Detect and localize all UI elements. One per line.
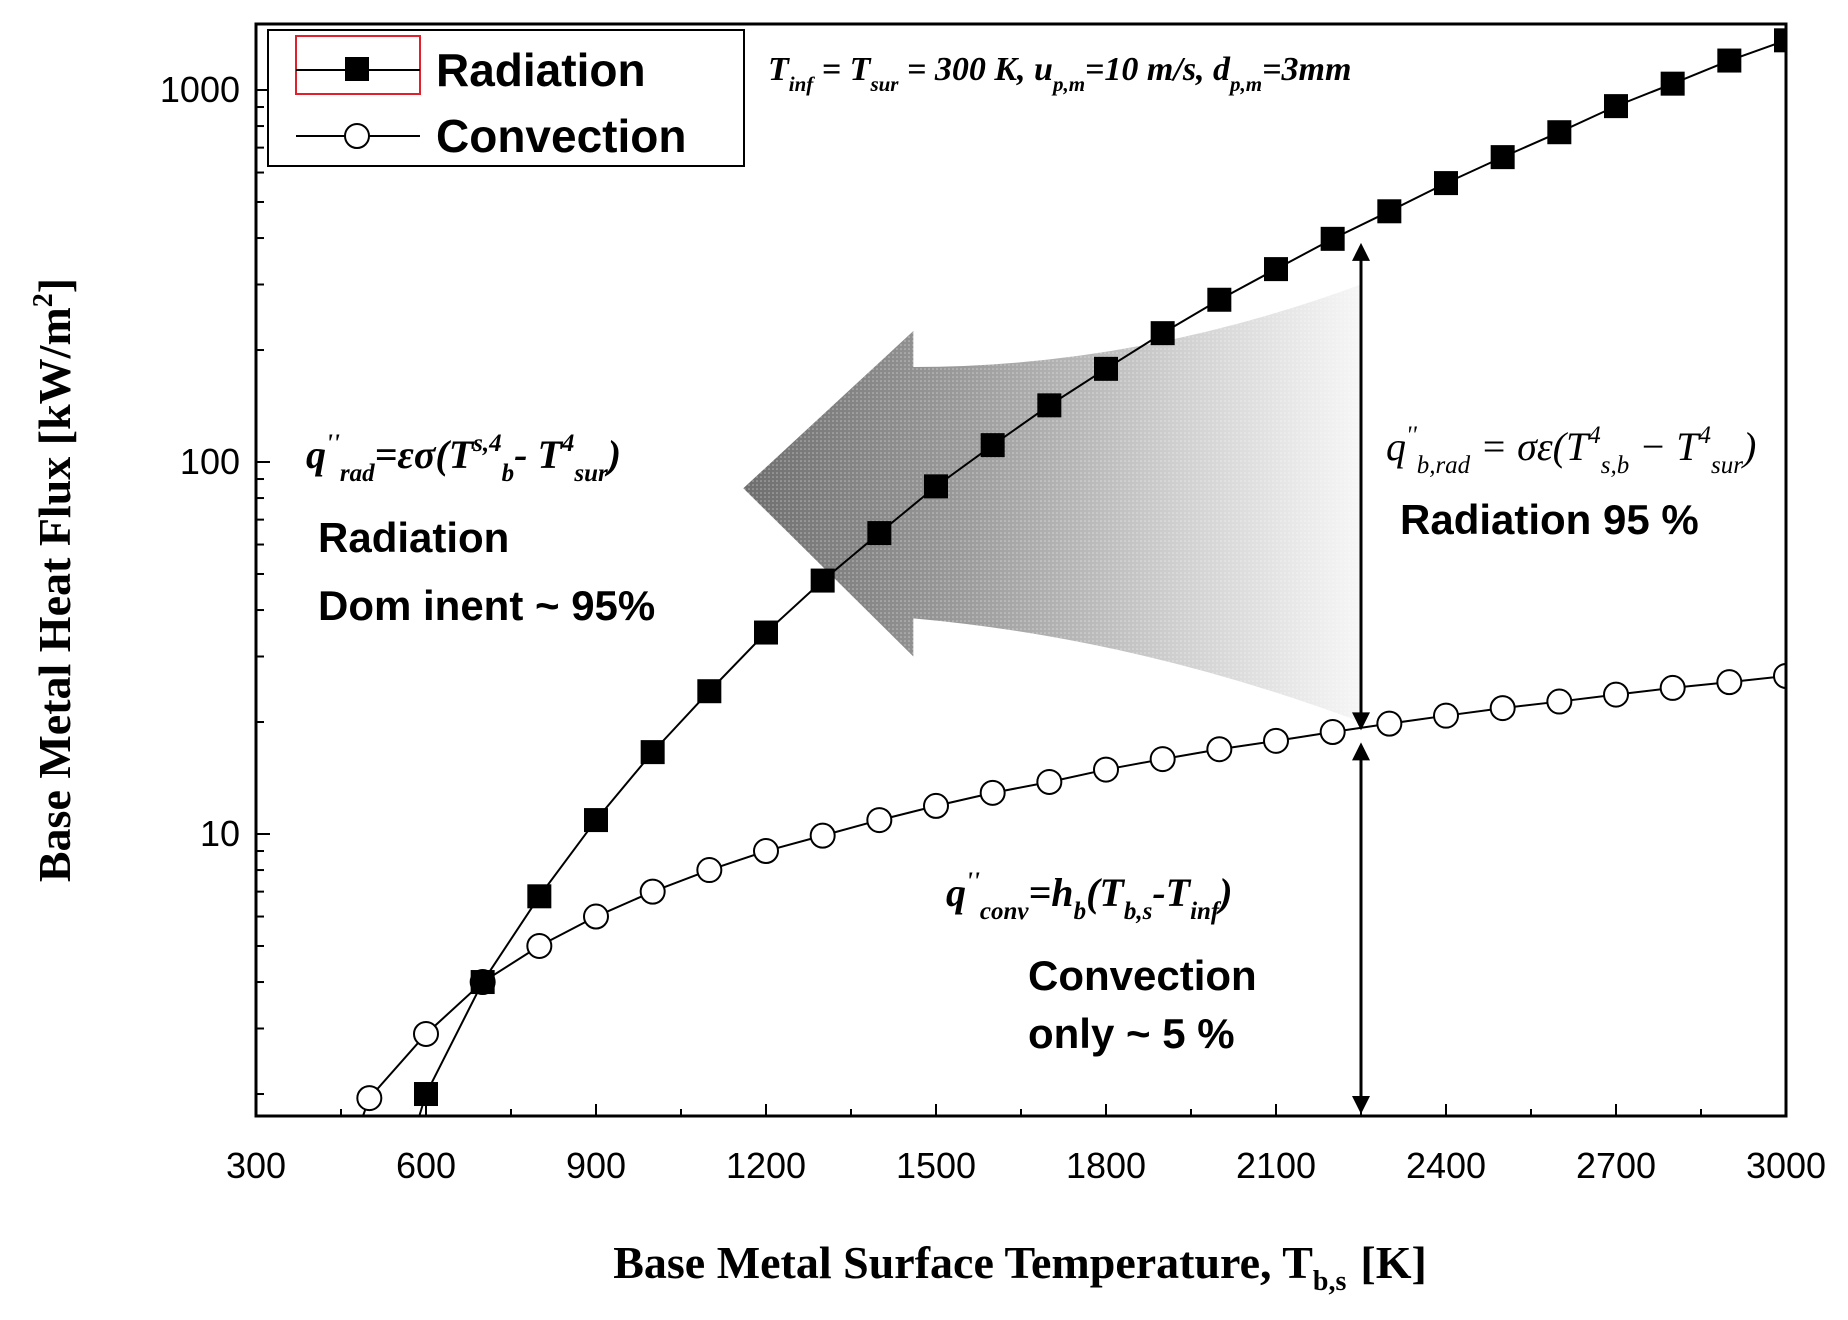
- y-tick-label: 10: [200, 813, 240, 854]
- legend-radiation-marker: [345, 57, 369, 81]
- radiation-point: [924, 474, 948, 499]
- radiation-point: [1717, 48, 1742, 73]
- convection-point: [1716, 669, 1743, 696]
- x-tick-label: 1800: [1066, 1145, 1146, 1186]
- y-tick-label: 100: [180, 441, 240, 482]
- convection-point: [1036, 768, 1063, 795]
- x-axis-title: Base Metal Surface Temperature, Tb,s [K]: [613, 1237, 1427, 1297]
- convection-point: [526, 932, 553, 959]
- x-tick-label: 2400: [1406, 1145, 1486, 1186]
- convection-point: [696, 857, 723, 884]
- convection-point: [583, 903, 609, 930]
- radiation-equation-right: q''b,rad = σε(T4s,b − T4sur): [1386, 422, 1756, 479]
- radiation-percent-label: Radiation 95 %: [1400, 496, 1699, 543]
- convection-point: [866, 807, 893, 834]
- radiation-point: [1547, 120, 1572, 145]
- radiation-point: [527, 884, 552, 909]
- x-tick-label: 600: [396, 1145, 456, 1186]
- y-tick-label: 1000: [160, 69, 240, 110]
- legend-radiation-label: Radiation: [436, 44, 646, 96]
- convection-point: [1603, 681, 1629, 708]
- convection-equation: q''conv=hb(Tb,s-Tinf): [946, 868, 1233, 925]
- dominance-arrow-texture: [743, 284, 1361, 723]
- radiation-dominant-percent: Dom inent ~ 95%: [318, 582, 655, 629]
- legend: Radiation Convection: [267, 29, 745, 167]
- legend-highlight: [295, 35, 421, 95]
- radiation-point: [810, 568, 835, 593]
- x-axis: 300 600 900 1200 1500 1800 2100 2400 2700 3000: [226, 1104, 1826, 1186]
- radiation-point: [1660, 71, 1685, 96]
- convection-point: [1206, 736, 1233, 763]
- radiation-point: [640, 740, 665, 765]
- series-layer: [356, 28, 1786, 1116]
- radiation-point: [1434, 171, 1458, 196]
- convection-point: [753, 838, 779, 865]
- radiation-point: [754, 620, 778, 645]
- convection-point: [413, 1020, 439, 1047]
- radiation-point: [980, 433, 1005, 458]
- convection-point: [1546, 688, 1573, 715]
- convection-point: [1263, 727, 1289, 754]
- dominance-arrow: [743, 284, 1361, 723]
- radiation-point: [1604, 94, 1628, 119]
- x-tick-label: 1500: [896, 1145, 976, 1186]
- condition-text: Tinf = Tsur = 300 K, up,m=10 m/s, dp,m=3…: [768, 51, 1351, 96]
- radiation-point: [1094, 356, 1118, 381]
- x-tick-label: 2700: [1576, 1145, 1656, 1186]
- convection-point: [809, 822, 836, 849]
- radiation-point: [867, 521, 892, 546]
- x-tick-label: 300: [226, 1145, 286, 1186]
- convection-point: [1319, 719, 1346, 746]
- legend-convection-marker: [344, 123, 370, 149]
- x-tick-label: 1200: [726, 1145, 806, 1186]
- convection-arrow-head-bottom: [1352, 1096, 1370, 1114]
- convection-point: [1093, 756, 1119, 783]
- convection-point: [979, 779, 1006, 806]
- convection-point: [1433, 702, 1459, 729]
- proportion-arrows: [1352, 242, 1370, 1114]
- convection-point: [1773, 662, 1786, 689]
- radiation-point: [1207, 287, 1232, 312]
- radiation-point: [1774, 28, 1786, 53]
- radiation-point: [1490, 145, 1515, 170]
- radiation-point: [584, 808, 608, 833]
- radiation-point: [697, 679, 722, 704]
- radiation-point: [1377, 199, 1402, 224]
- radiation-point: [1320, 226, 1345, 251]
- radiation-point: [1150, 321, 1175, 346]
- radiation-point: [414, 1082, 438, 1107]
- convection-point: [1489, 695, 1516, 722]
- y-axis: 10 100 1000: [160, 69, 270, 1096]
- radiation-dominant-label: Radiation: [318, 514, 509, 561]
- radiation-arrow-head-top: [1352, 242, 1370, 261]
- convection-point: [639, 878, 666, 905]
- radiation-arrow-head-bottom: [1352, 712, 1370, 731]
- convection-point: [1376, 710, 1403, 737]
- convection-point: [923, 792, 949, 819]
- convection-arrow-head-top: [1352, 742, 1370, 761]
- convection-point: [356, 1085, 383, 1112]
- legend-convection-label: Convection: [436, 110, 686, 162]
- x-tick-label: 3000: [1746, 1145, 1826, 1186]
- convection-percent: only ~ 5 %: [1028, 1010, 1235, 1057]
- radiation-point: [1037, 393, 1062, 418]
- convection-label: Convection: [1028, 952, 1257, 999]
- radiation-point: [470, 970, 495, 995]
- x-tick-label: 2100: [1236, 1145, 1316, 1186]
- y-axis-title: Base Metal Heat Flux [kW/m2]: [28, 278, 80, 882]
- radiation-equation-left: q''rad=εσ(Ts,4b- T4sur): [306, 430, 621, 487]
- convection-point: [1149, 746, 1176, 773]
- x-tick-label: 900: [566, 1145, 626, 1186]
- convection-point: [1659, 674, 1686, 701]
- radiation-point: [1264, 257, 1288, 282]
